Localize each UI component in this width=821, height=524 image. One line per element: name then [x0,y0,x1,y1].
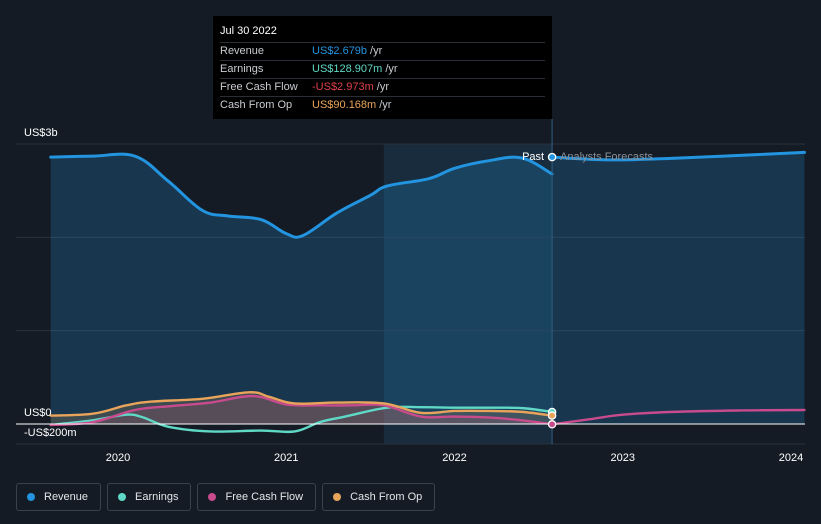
tooltip-row-cash-from-op: Cash From Op US$90.168m /yr [220,96,545,114]
series-line-revenue [49,152,554,239]
tooltip-label: Earnings [220,63,264,75]
highlight-band [383,144,553,444]
series-line-cash-from-op [49,391,554,417]
tooltip-row-revenue: Revenue US$2.679b /yr [220,42,545,60]
tooltip-value: -US$2.973m [312,81,374,93]
tooltip-unit: /yr [370,45,383,57]
tooltip-date: Jul 30 2022 [220,25,277,37]
y-tick-label: -US$200m [24,427,77,439]
past-label: Past [522,151,544,163]
series-line-free-cash-flow [49,394,554,427]
grid-lines [16,143,805,445]
y-axis-ticks: US$3b US$0 -US$200m [24,127,77,439]
x-tick-label: 2021 [274,452,298,464]
x-tick-label: 2022 [442,452,466,464]
tooltip-unit: /yr [376,81,389,93]
forecast-label: Analysts Forecasts [560,151,653,163]
legend-label: Free Cash Flow [225,491,304,503]
legend: Revenue Earnings Free Cash Flow Cash Fro… [16,483,436,511]
legend-dot-icon [27,493,35,501]
x-tick-label: 2023 [611,452,635,464]
tooltip-label: Cash From Op [220,99,293,111]
marker-revenue [547,152,557,162]
tooltip-unit: /yr [385,63,398,75]
tooltip-row-free-cash-flow: Free Cash Flow -US$2.973m /yr [220,78,545,96]
legend-item-cash-from-op[interactable]: Cash From Op [322,483,436,511]
hover-markers [547,152,557,429]
series-line-earnings [49,405,554,434]
series-area-revenue [50,154,553,425]
series-line-free-cash-flow [550,408,806,426]
legend-item-revenue[interactable]: Revenue [16,483,102,511]
legend-dot-icon [208,493,217,501]
x-tick-label: 2020 [106,452,130,464]
x-tick-label: 2024 [779,452,803,464]
legend-label: Cash From Op [350,491,423,503]
tooltip-label: Free Cash Flow [220,81,298,93]
legend-dot-icon [118,493,127,501]
series-lines [49,150,806,434]
marker-free-cash-flow [547,420,557,429]
legend-dot-icon [333,493,342,501]
tooltip-value: US$2.679b [312,45,368,57]
tooltip-row-earnings: Earnings US$128.907m /yr [220,60,545,78]
marker-cash-from-op [547,411,557,420]
series-line-revenue [550,150,806,162]
x-axis-ticks: 2020 2021 2022 2023 2024 [106,452,803,464]
tooltip-label: Revenue [220,45,265,57]
tooltip-value: US$128.907m [312,63,383,75]
tooltip-value: US$90.168m [312,99,377,111]
legend-item-free-cash-flow[interactable]: Free Cash Flow [197,483,317,511]
legend-item-earnings[interactable]: Earnings [107,483,192,511]
area-fills [50,152,805,425]
legend-label: Revenue [44,491,89,503]
y-tick-label: US$0 [24,407,52,419]
legend-label: Earnings [135,491,179,503]
series-area-revenue [552,152,805,424]
tooltip: Jul 30 2022 Revenue US$2.679b /yr Earnin… [213,16,552,119]
tooltip-unit: /yr [379,99,392,111]
y-tick-label: US$3b [24,127,58,139]
